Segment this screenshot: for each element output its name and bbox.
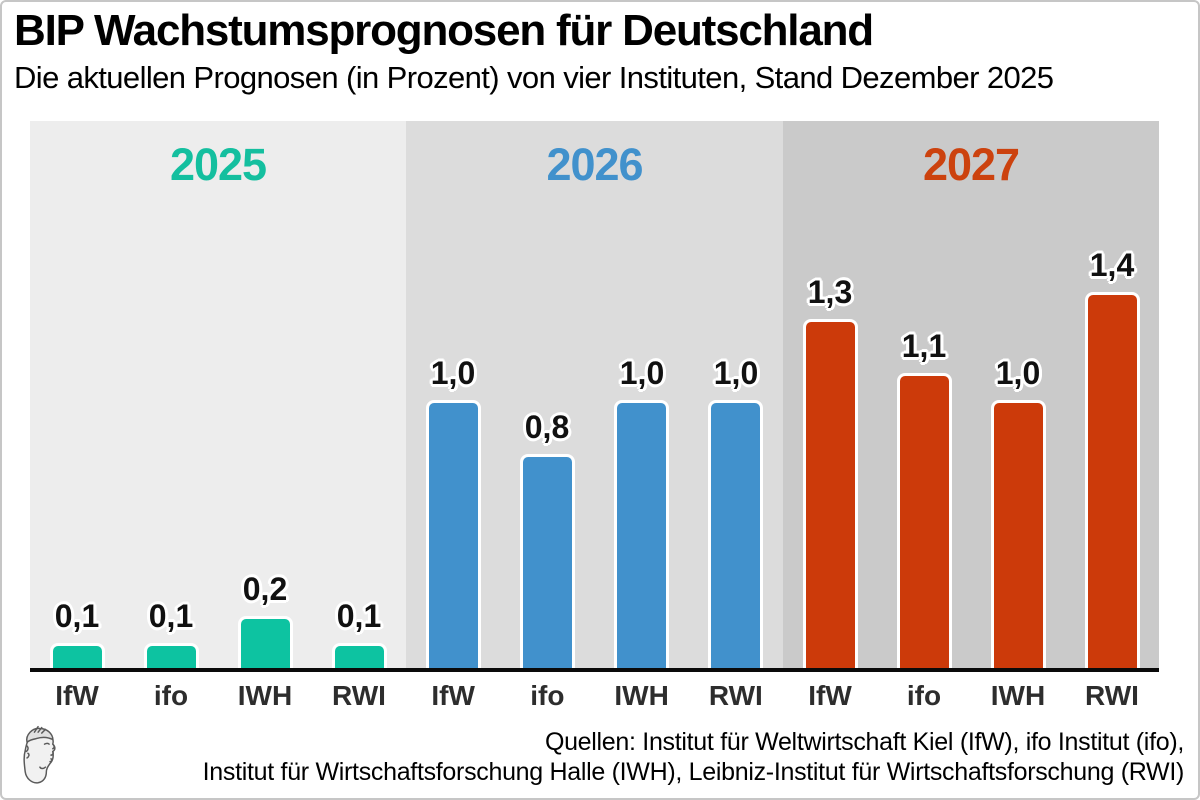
bar-value-label-2025-IfW: 0,1: [54, 598, 100, 634]
source-line-2: Institut für Wirtschaftsforschung Halle …: [202, 758, 1185, 786]
dpa-hermes-head-logo: [23, 725, 56, 784]
source-line-1: Quellen: Institut für Weltwirtschaft Kie…: [544, 728, 1184, 756]
bar-2025-IfW: [50, 643, 105, 670]
bar-value-label-2027-IfW: 1,3: [807, 274, 853, 310]
bar-value-label-2026-IWH: 1,0: [619, 355, 665, 391]
x-tick-label-2025-IfW: IfW: [55, 680, 99, 711]
bar-2025-RWI: [332, 643, 387, 670]
x-tick-label-2025-RWI: RWI: [332, 680, 386, 711]
bar-2026-IWH: [614, 400, 669, 670]
bar-value-label-2027-ifo: 1,1: [901, 328, 947, 364]
bar-value-label-2025-IWH: 0,2: [242, 571, 288, 607]
year-label-2027: 2027: [922, 139, 1020, 190]
x-tick-label-2026-RWI: RWI: [708, 680, 763, 711]
bar-value-label-2025-ifo: 0,1: [148, 598, 194, 634]
bar-value-label-2025-RWI: 0,1: [336, 598, 382, 634]
bar-2025-IWH: [238, 616, 293, 670]
x-tick-label-2027-RWI: RWI: [1085, 680, 1139, 711]
bar-value-label-2026-ifo: 0,8: [524, 409, 570, 445]
bar-2027-IfW: [803, 319, 858, 670]
bar-2026-IfW: [426, 400, 481, 670]
bar-2025-ifo: [144, 643, 199, 670]
x-tick-label-2026-IfW: IfW: [431, 680, 475, 711]
page-subtitle: Die aktuellen Prognosen (in Prozent) von…: [14, 60, 1054, 95]
x-tick-label-2026-ifo: ifo: [530, 680, 565, 711]
bar-chart: 2025 0,1 0,1 0,2 0,1 2026 1,0 0,8 1,0 1,0 2027 1,3 1…: [30, 121, 1159, 670]
year-label-2026: 2026: [546, 139, 643, 190]
bar-2027-RWI: [1085, 292, 1140, 670]
bar-value-label-2026-IfW: 1,0: [430, 355, 476, 391]
x-axis-line: [30, 668, 1159, 672]
bar-2027-IWH: [991, 400, 1046, 670]
bar-2026-RWI: [708, 400, 763, 670]
x-tick-label-2025-IWH: IWH: [237, 680, 293, 711]
year-panel-2025: 2025 0,1 0,1 0,2 0,1: [30, 121, 406, 670]
x-tick-label-2025-ifo: ifo: [153, 680, 189, 711]
year-panel-2027: 2027 1,3 1,1 1,0 1,4: [783, 121, 1159, 670]
source-credit: Quellen: Institut für Weltwirtschaft Kie…: [202, 727, 1185, 787]
bar-value-label-2026-RWI: 1,0: [713, 355, 759, 391]
bar-value-label-2027-IWH: 1,0: [995, 355, 1041, 391]
x-tick-label-2026-IWH: IWH: [614, 680, 669, 711]
bar-value-label-2027-RWI: 1,4: [1089, 247, 1135, 283]
year-panel-2026: 2026 1,0 0,8 1,0 1,0: [406, 121, 783, 670]
year-label-2025: 2025: [169, 139, 267, 190]
x-axis-labels: IfW ifo IWH RWI IfW ifo IWH RWI IfW ifo IWH RWI: [30, 680, 1159, 716]
bar-2027-ifo: [897, 373, 952, 670]
x-tick-label-2027-IfW: IfW: [808, 680, 852, 711]
x-tick-label-2027-ifo: ifo: [906, 680, 942, 711]
page-title: BIP Wachstumsprognosen für Deutschland: [14, 6, 874, 55]
bar-2026-ifo: [520, 454, 575, 670]
x-tick-label-2027-IWH: IWH: [990, 680, 1046, 711]
